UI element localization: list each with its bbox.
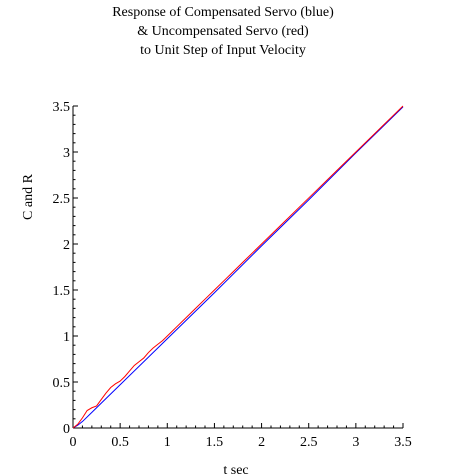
- x-tick-label: 1.5: [206, 435, 224, 450]
- y-tick-label: 3.5: [53, 100, 71, 115]
- x-tick-label: 3: [352, 435, 359, 450]
- chart-series-layer: [72, 105, 404, 429]
- x-tick-label: 2: [258, 435, 265, 450]
- y-tick-label: 1.5: [53, 284, 71, 299]
- x-tick-label: 0.5: [111, 435, 129, 450]
- chart-title-line-1: Response of Compensated Servo (blue): [112, 5, 334, 20]
- y-tick-label: 1: [63, 330, 70, 345]
- x-axis-label: t sec: [223, 463, 248, 476]
- y-axis-label: C and R: [21, 173, 36, 220]
- x-tick-label: 2.5: [300, 435, 318, 450]
- x-tick-label: 1: [164, 435, 171, 450]
- chart-axes: 0 0.5 1 1.5 2 2.5 3 3.5 0 0.5 1 1.5 2 2.5 3 3.5: [53, 100, 412, 450]
- y-tick-label: 3: [63, 146, 70, 161]
- y-tick-label: 2: [63, 238, 70, 253]
- y-tick-label: 0.5: [53, 376, 71, 391]
- y-tick-label: 2.5: [53, 192, 71, 207]
- chart-title-line-2: & Uncompensated Servo (red): [137, 24, 309, 39]
- series-line-red: [72, 105, 404, 429]
- x-tick-label: 0: [70, 435, 77, 450]
- series-line-blue: [72, 106, 404, 429]
- x-tick-label: 3.5: [394, 435, 412, 450]
- y-tick-label: 0: [63, 422, 70, 437]
- chart-title-line-3: to Unit Step of Input Velocity: [140, 43, 306, 58]
